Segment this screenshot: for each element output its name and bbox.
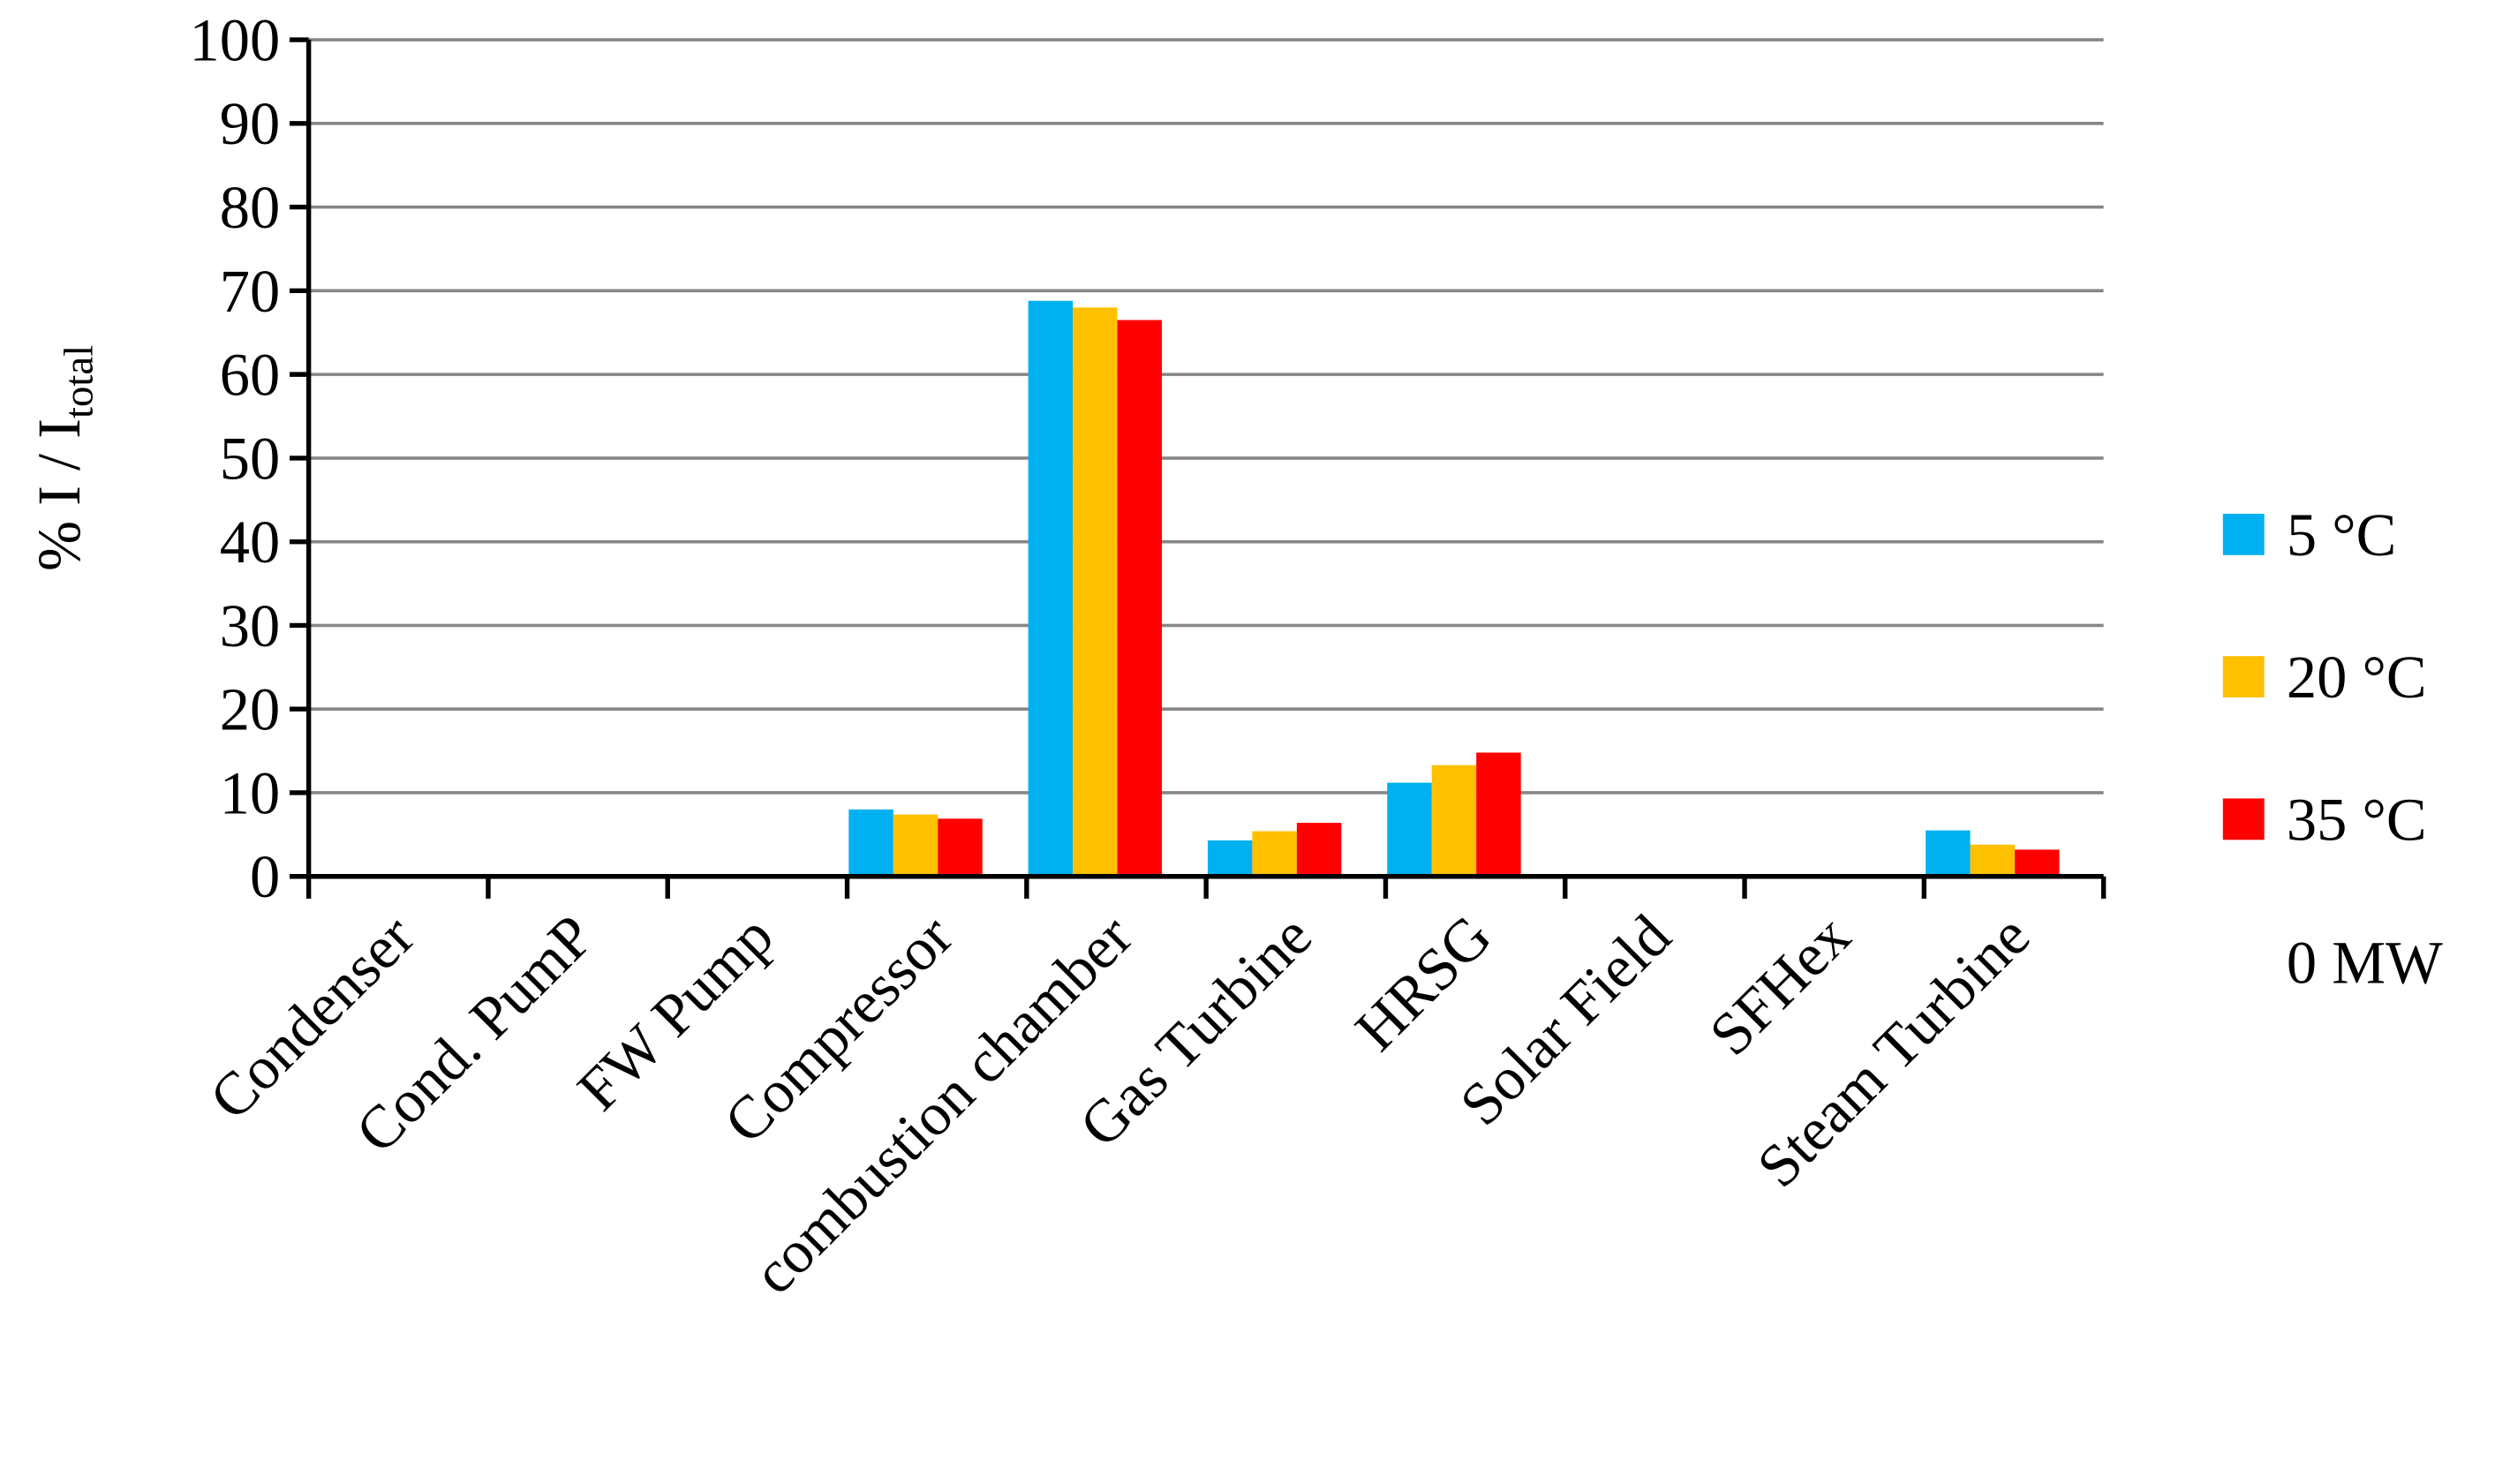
- legend-label: 5 °C: [2287, 501, 2396, 569]
- bar: [2015, 849, 2060, 877]
- legend-label: 20 °C: [2287, 644, 2427, 711]
- bar: [1476, 752, 1521, 877]
- y-tick-label: 90: [220, 90, 280, 157]
- legend-marker: [2222, 513, 2265, 555]
- y-tick-label: 50: [220, 425, 280, 492]
- y-axis-label: % I / Itotal: [26, 345, 102, 571]
- y-tick-label: 0: [250, 843, 280, 910]
- y-tick-label: 100: [189, 6, 280, 73]
- legend-label: 35 °C: [2287, 786, 2427, 853]
- y-tick-label: 20: [220, 676, 280, 743]
- y-tick-label: 60: [220, 342, 280, 409]
- x-tick-label: SFHex: [1697, 902, 1863, 1068]
- y-tick-label: 40: [220, 508, 280, 576]
- bar: [1028, 300, 1074, 877]
- bar: [1073, 307, 1118, 877]
- y-tick-label: 30: [220, 592, 280, 659]
- bar: [1970, 844, 2016, 877]
- legend-marker: [2222, 656, 2265, 698]
- bar: [1207, 840, 1253, 877]
- bar: [1926, 830, 1971, 877]
- annotation: 0 MW: [2287, 929, 2443, 996]
- bar: [1117, 320, 1163, 877]
- y-tick-label: 80: [220, 174, 280, 241]
- y-tick-label: 70: [220, 258, 280, 325]
- bar: [1296, 823, 1342, 877]
- bar: [848, 809, 893, 877]
- bar: [1252, 831, 1297, 877]
- x-tick-label: HRSG: [1342, 902, 1504, 1064]
- bar: [1387, 782, 1432, 877]
- y-tick-label: 10: [220, 759, 280, 826]
- bar: [1431, 765, 1477, 877]
- bar: [893, 814, 938, 877]
- legend-marker: [2222, 798, 2265, 840]
- bar: [938, 818, 983, 877]
